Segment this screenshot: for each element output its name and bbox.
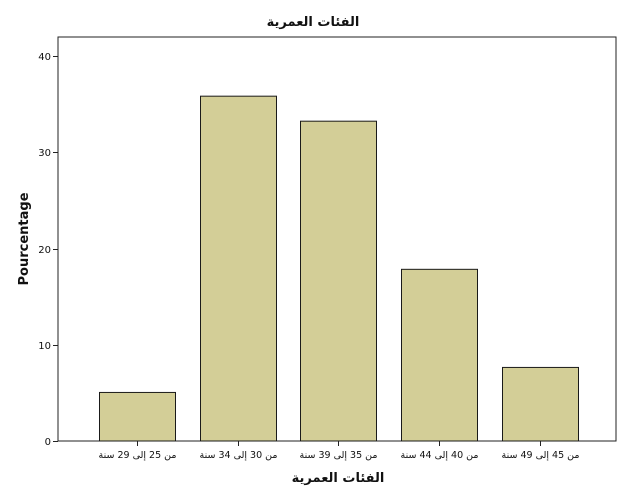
bar [200, 95, 277, 442]
x-category-label: من 35 إلى 39 سنة [300, 450, 378, 461]
plot-area: 0 10 20 30 40 من 25 إلى 29 سنة من 30 إلى 34 سن… [38, 36, 617, 461]
bar [502, 366, 579, 442]
y-tick-label: 20 [38, 245, 51, 256]
bar [401, 268, 478, 442]
y-axis-label: Pourcentage [17, 192, 32, 285]
bar [99, 391, 176, 442]
x-axis-label: الفئات العمرية [292, 471, 385, 486]
x-category-label: من 40 إلى 44 سنة [401, 450, 479, 461]
bar [300, 120, 377, 442]
y-tick-label: 0 [45, 437, 51, 448]
y-tick-label: 30 [38, 148, 51, 159]
y-tick-label: 10 [38, 341, 51, 352]
x-category-label: من 45 إلى 49 سنة [502, 450, 580, 461]
chart-title: الفئات العمرية [267, 15, 360, 30]
x-category-label: من 30 إلى 34 سنة [200, 450, 278, 461]
y-tick-label: 40 [38, 52, 51, 63]
x-category-label: من 25 إلى 29 سنة [99, 450, 177, 461]
